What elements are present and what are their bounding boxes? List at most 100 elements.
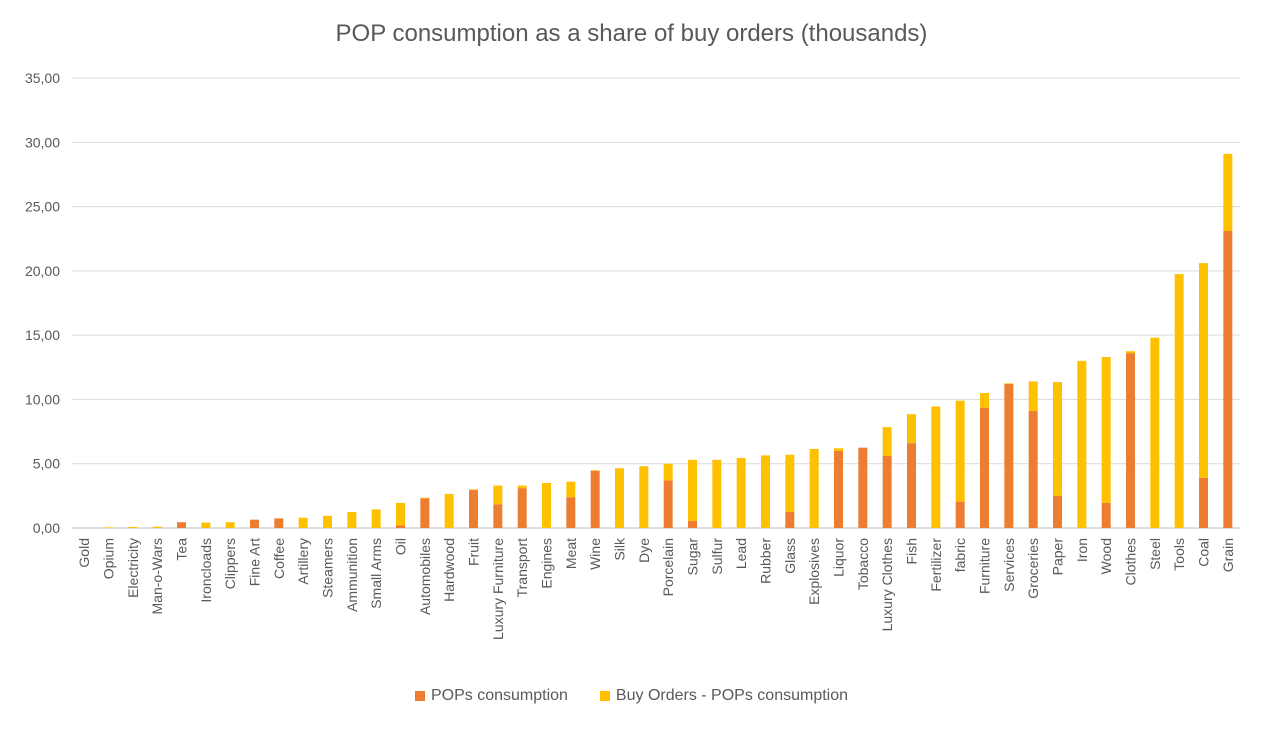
x-tick-label: Artillery	[295, 538, 311, 585]
bar-buy-orders	[736, 457, 746, 528]
x-tick-label: Opium	[101, 538, 117, 579]
x-tick-label: Tea	[174, 538, 190, 561]
bar-pops-consumption	[1004, 384, 1014, 528]
x-tick-label: Paper	[1050, 538, 1066, 576]
bar-pops-consumption	[396, 525, 405, 528]
bar-buy-orders	[347, 511, 357, 528]
bar-buy-orders	[420, 497, 430, 499]
x-tick-label: Liquor	[831, 538, 847, 577]
x-tick-label: Gold	[76, 538, 92, 568]
bar-pops-consumption	[1126, 353, 1135, 528]
legend-label-pops-consumption: POPs consumption	[430, 687, 568, 704]
bar-buy-orders	[955, 400, 965, 502]
x-tick-label: Explosives	[806, 538, 822, 605]
x-tick-label: Coal	[1196, 538, 1212, 567]
x-tick-label: Furniture	[977, 538, 993, 594]
bar-buy-orders	[1028, 381, 1038, 411]
bar-buy-orders	[566, 481, 576, 498]
x-tick-label: Glass	[782, 538, 798, 574]
bar-buy-orders	[809, 448, 819, 528]
bar-buy-orders	[1053, 382, 1062, 496]
bar-pops-consumption	[955, 501, 965, 528]
y-tick-label: 35,00	[25, 70, 60, 86]
bar-buy-orders	[931, 406, 941, 528]
bar-pops-consumption	[517, 488, 527, 528]
bar-pops-consumption	[882, 456, 892, 528]
bar-buy-orders	[469, 489, 478, 491]
bar-buy-orders	[663, 463, 673, 481]
x-tick-label: Grain	[1220, 538, 1236, 572]
bar-buy-orders	[882, 427, 892, 456]
bar-buy-orders	[980, 393, 989, 408]
y-tick-label: 15,00	[25, 327, 60, 343]
bar-buy-orders	[444, 493, 454, 528]
bar-buy-orders	[371, 509, 381, 528]
x-tick-label: Tobacco	[855, 538, 871, 590]
legend-label-buy-orders: Buy Orders - POPs consumption	[615, 687, 849, 704]
bar-buy-orders	[785, 454, 795, 512]
bar-pops-consumption	[858, 447, 868, 528]
x-tick-label: Engines	[539, 538, 555, 589]
legend-item-buy-orders: Buy Orders - POPs consumption	[599, 687, 849, 705]
bar-pops-consumption	[834, 450, 843, 528]
bar-buy-orders	[201, 522, 211, 528]
x-tick-label: Dye	[636, 538, 652, 563]
x-tick-label: Services	[1001, 538, 1017, 592]
x-tick-label: Sugar	[685, 538, 701, 576]
bar-buy-orders	[1150, 337, 1160, 528]
bar-pops-consumption	[469, 490, 478, 528]
bar-buy-orders	[761, 455, 770, 528]
x-tick-label: Steamers	[320, 538, 336, 598]
bar-buy-orders	[225, 522, 235, 528]
x-tick-label: Coffee	[271, 538, 287, 579]
legend-item-pops-consumption: POPs consumption	[414, 687, 568, 705]
x-tick-label: Tools	[1171, 538, 1187, 571]
bar-pops-consumption	[493, 504, 503, 528]
x-tick-label: Fine Art	[247, 538, 263, 586]
bar-buy-orders	[1174, 274, 1184, 528]
bar-buy-orders	[907, 414, 916, 444]
bar-buy-orders	[1199, 263, 1208, 478]
bar-buy-orders	[1126, 351, 1135, 354]
x-tick-label: Iron	[1074, 538, 1090, 562]
bar-pops-consumption	[785, 511, 795, 528]
bar-buy-orders	[323, 515, 332, 528]
x-tick-label: Sulfur	[709, 538, 725, 575]
bar-buy-orders	[1101, 357, 1111, 503]
legend: POPs consumption Buy Orders - POPs consu…	[0, 687, 1263, 705]
x-tick-label: Transport	[514, 538, 530, 598]
bar-buy-orders	[104, 527, 113, 528]
x-tick-label: Fruit	[466, 538, 482, 566]
bar-buy-orders	[834, 448, 843, 451]
bar-buy-orders	[1004, 383, 1014, 384]
bar-pops-consumption	[688, 520, 697, 528]
bar-pops-consumption	[177, 522, 186, 528]
bar-buy-orders	[590, 470, 600, 471]
x-tick-label: Clothes	[1123, 538, 1139, 585]
bar-buy-orders	[639, 466, 649, 528]
bar-buy-orders	[1223, 153, 1233, 231]
bar-buy-orders	[128, 526, 138, 528]
x-tick-label: Fish	[904, 538, 920, 564]
bar-buy-orders	[688, 459, 697, 521]
legend-swatch-pops-consumption	[414, 691, 425, 701]
x-tick-label: Automobiles	[417, 538, 433, 615]
bar-pops-consumption	[566, 497, 576, 528]
bar-buy-orders	[493, 485, 503, 505]
x-tick-label: Wood	[1098, 538, 1114, 574]
x-tick-label: Clippers	[222, 538, 238, 589]
bar-pops-consumption	[980, 407, 989, 528]
bar-buy-orders	[152, 526, 162, 528]
x-tick-label: Lead	[733, 538, 749, 569]
bar-pops-consumption	[1028, 411, 1038, 528]
x-tick-label: Luxury Furniture	[490, 538, 506, 640]
x-tick-label: Ironcloads	[198, 538, 214, 603]
x-tick-label: Man-o-Wars	[149, 538, 165, 615]
bar-buy-orders	[615, 468, 624, 528]
y-tick-label: 25,00	[25, 199, 60, 215]
x-tick-label: Silk	[612, 537, 628, 561]
x-tick-label: Porcelain	[660, 538, 676, 596]
bar-buy-orders	[517, 485, 527, 489]
